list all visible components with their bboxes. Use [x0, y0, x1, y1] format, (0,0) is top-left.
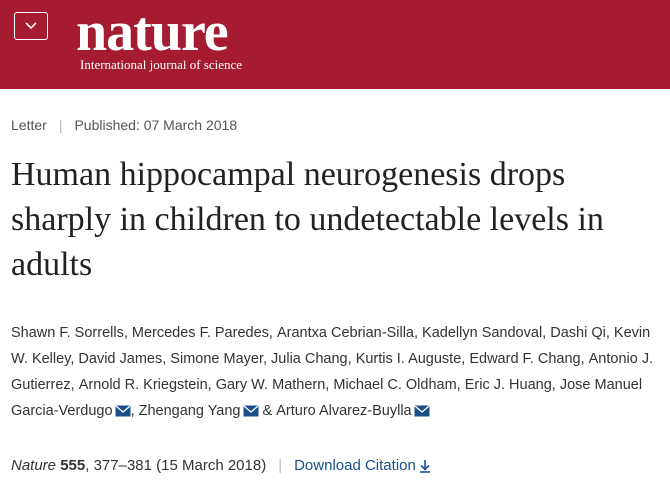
author-separator: ,: [268, 325, 277, 341]
volume-number: 555: [60, 457, 86, 474]
author-name[interactable]: Simone Mayer: [170, 351, 263, 367]
author-separator: ,: [130, 403, 139, 419]
author-item: Gary W. Mathern,: [216, 377, 334, 393]
author-name[interactable]: Michael C. Oldham: [333, 377, 457, 393]
author-item: Michael C. Oldham,: [333, 377, 464, 393]
author-separator: &: [258, 403, 277, 419]
author-list: Shawn F. Sorrells, Mercedes F. Paredes, …: [11, 320, 666, 424]
nature-logo[interactable]: nature: [76, 1, 229, 63]
author-separator: ,: [413, 325, 423, 341]
author-name[interactable]: Eric J. Huang: [464, 377, 552, 393]
author-item: Zhengang Yang &: [139, 403, 277, 419]
author-item: Shawn F. Sorrells,: [11, 325, 132, 341]
email-icon[interactable]: [243, 405, 259, 417]
author-separator: ,: [162, 351, 171, 367]
author-separator: ,: [207, 377, 216, 393]
author-separator: ,: [262, 351, 272, 367]
download-citation-link[interactable]: Download Citation: [294, 457, 431, 474]
article-title: Human hippocampal neurogenesis drops sha…: [11, 156, 604, 283]
author-name[interactable]: Mercedes F. Paredes: [131, 325, 269, 341]
author-item: Arturo Alvarez-Buylla: [276, 403, 430, 419]
author-separator: ,: [580, 351, 589, 367]
author-item: Arantxa Cebrian-Silla,: [277, 325, 422, 341]
article-meta: Letter | Published: 07 March 2018: [11, 117, 237, 133]
author-name[interactable]: Kadellyn Sandoval: [422, 325, 543, 341]
author-name[interactable]: Gary W. Mathern: [215, 377, 326, 393]
download-citation-label: Download Citation: [294, 457, 416, 474]
author-separator: ,: [70, 377, 79, 393]
site-header: nature International journal of science: [0, 0, 670, 89]
author-name[interactable]: Arnold R. Kriegstein: [78, 377, 208, 393]
download-icon: [419, 459, 430, 473]
author-item: Mercedes F. Paredes,: [132, 325, 277, 341]
author-name[interactable]: Kurtis I. Auguste: [355, 351, 462, 367]
author-separator: ,: [605, 325, 614, 341]
tagline: International journal of science: [80, 57, 243, 72]
meta-divider: |: [58, 117, 63, 133]
email-icon[interactable]: [414, 405, 430, 417]
author-item: Antonio J. Gutierrez,: [11, 351, 653, 393]
author-item: Arnold R. Kriegstein,: [79, 377, 216, 393]
author-item: Kevin W. Kelley,: [11, 325, 650, 367]
author-item: Julia Chang,: [271, 351, 356, 367]
citation-line: Nature 555, 377–381 (15 March 2018) | Do…: [11, 457, 431, 474]
author-name[interactable]: Kevin W. Kelley: [11, 325, 651, 367]
author-separator: ,: [551, 377, 560, 393]
author-separator: ,: [325, 377, 334, 393]
author-name[interactable]: Zhengang Yang: [138, 403, 241, 419]
author-separator: ,: [542, 325, 551, 341]
journal-name: Nature: [11, 457, 57, 474]
author-separator: ,: [456, 377, 465, 393]
chevron-down-icon: [25, 22, 37, 30]
author-name[interactable]: Edward F. Chang: [469, 351, 581, 367]
author-item: Simone Mayer,: [170, 351, 271, 367]
author-item: Kadellyn Sandoval,: [422, 325, 550, 341]
published-date: Published: 07 March 2018: [74, 117, 238, 133]
menu-toggle-button[interactable]: [14, 12, 48, 40]
author-name[interactable]: Arantxa Cebrian-Silla: [276, 325, 414, 341]
author-item: Dashi Qi,: [550, 325, 614, 341]
author-item: Kurtis I. Auguste,: [356, 351, 470, 367]
author-item: Edward F. Chang,: [469, 351, 588, 367]
author-name[interactable]: Shawn F. Sorrells: [11, 325, 124, 341]
author-name[interactable]: Antonio J. Gutierrez: [11, 351, 654, 393]
email-icon[interactable]: [115, 405, 131, 417]
author-separator: ,: [70, 351, 79, 367]
pages-and-date: , 377–381 (15 March 2018): [85, 457, 267, 474]
citation-divider: |: [278, 457, 283, 474]
author-name[interactable]: David James: [78, 351, 163, 367]
author-separator: ,: [461, 351, 470, 367]
author-separator: ,: [347, 351, 356, 367]
author-separator: ,: [123, 325, 132, 341]
author-name[interactable]: Dashi Qi: [550, 325, 606, 341]
author-item: Jose Manuel Garcia-Verdugo,: [11, 377, 642, 419]
author-item: David James,: [78, 351, 170, 367]
author-item: Eric J. Huang,: [465, 377, 560, 393]
author-name[interactable]: Arturo Alvarez-Buylla: [276, 403, 412, 419]
article-type: Letter: [11, 117, 47, 133]
author-name[interactable]: Jose Manuel Garcia-Verdugo: [11, 377, 643, 419]
author-name[interactable]: Julia Chang: [271, 351, 348, 367]
